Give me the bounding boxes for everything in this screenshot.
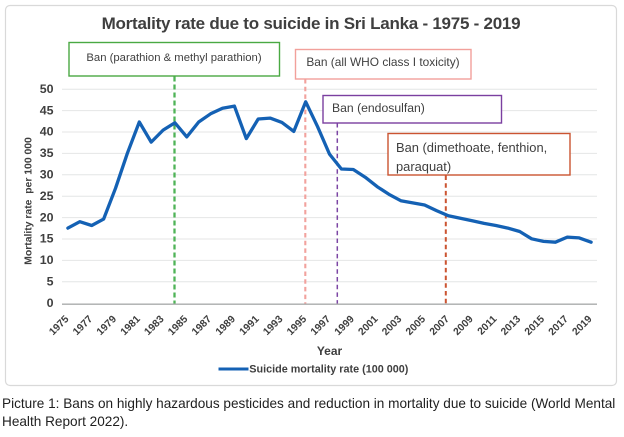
svg-text:Ban (dimethoate, fenthion,: Ban (dimethoate, fenthion, <box>396 140 547 155</box>
svg-text:40: 40 <box>40 125 54 139</box>
svg-text:Ban (endosulfan): Ban (endosulfan) <box>332 101 425 115</box>
svg-text:15: 15 <box>40 232 54 246</box>
svg-text:paraquat): paraquat) <box>396 159 451 174</box>
svg-text:25: 25 <box>40 189 54 203</box>
svg-text:30: 30 <box>40 168 54 182</box>
svg-text:Ban (parathion & methyl parath: Ban (parathion & methyl parathion) <box>86 52 261 64</box>
svg-text:0: 0 <box>47 296 54 310</box>
svg-text:50: 50 <box>40 82 54 96</box>
svg-text:Mortality rate per 100 000: Mortality rate per 100 000 <box>24 137 35 265</box>
svg-text:5: 5 <box>47 275 54 289</box>
svg-text:Mortality rate due to suicide: Mortality rate due to suicide in Sri Lan… <box>102 14 521 33</box>
svg-text:Suicide mortality rate (100 00: Suicide mortality rate (100 000) <box>249 364 408 376</box>
svg-text:35: 35 <box>40 146 54 160</box>
svg-text:20: 20 <box>40 210 54 224</box>
svg-text:45: 45 <box>40 103 54 117</box>
svg-text:Year: Year <box>317 344 343 358</box>
svg-text:10: 10 <box>40 253 54 267</box>
svg-text:Ban (all WHO class I toxicity): Ban (all WHO class I toxicity) <box>306 55 459 69</box>
